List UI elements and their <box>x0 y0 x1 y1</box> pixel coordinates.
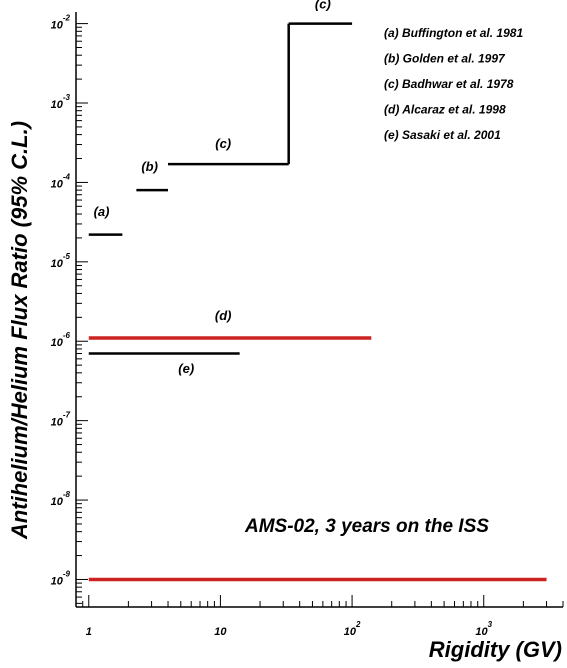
y-tick-label: 10-8 <box>51 490 71 508</box>
x-tick-label: 103 <box>475 620 492 638</box>
legend-entry: (d) Alcaraz et al. 1998 <box>384 103 506 117</box>
series-2 <box>168 22 353 166</box>
legend-entry: (a) Buffington et al. 1981 <box>384 26 523 40</box>
legend-entry: (c) Badhwar et al. 1978 <box>384 77 514 91</box>
segment-label: (e) <box>178 361 194 376</box>
segment-label: (a) <box>94 204 110 219</box>
y-axis-title: Antihelium/Helium Flux Ratio (95% C.L.) <box>7 121 32 540</box>
legend-entry: (e) Sasaki et al. 2001 <box>384 128 501 142</box>
x-axis-title: Rigidity (GV) <box>429 637 562 662</box>
y-tick-label: 10-5 <box>51 252 71 270</box>
y-tick-label: 10-4 <box>51 172 71 190</box>
experiment-annotation: AMS-02, 3 years on the ISS <box>244 516 489 537</box>
y-tick-label: 10-2 <box>51 14 71 32</box>
y-tick-label: 10-9 <box>51 569 71 587</box>
y-tick-label: 10-3 <box>51 93 71 111</box>
segment-label: (c) <box>315 0 331 11</box>
y-tick-label: 10-6 <box>51 331 71 349</box>
y-tick-label: 10-7 <box>51 411 71 429</box>
segment-label: (b) <box>141 159 158 174</box>
legend-entry: (b) Golden et al. 1997 <box>384 52 506 66</box>
x-tick-label: 10 <box>214 626 227 638</box>
segment-label: (c) <box>215 136 231 151</box>
x-tick-label: 1 <box>86 626 92 638</box>
legend: (a) Buffington et al. 1981 (b) Golden et … <box>384 26 523 142</box>
x-tick-label: 102 <box>344 620 361 638</box>
segment-label: (d) <box>215 308 232 323</box>
